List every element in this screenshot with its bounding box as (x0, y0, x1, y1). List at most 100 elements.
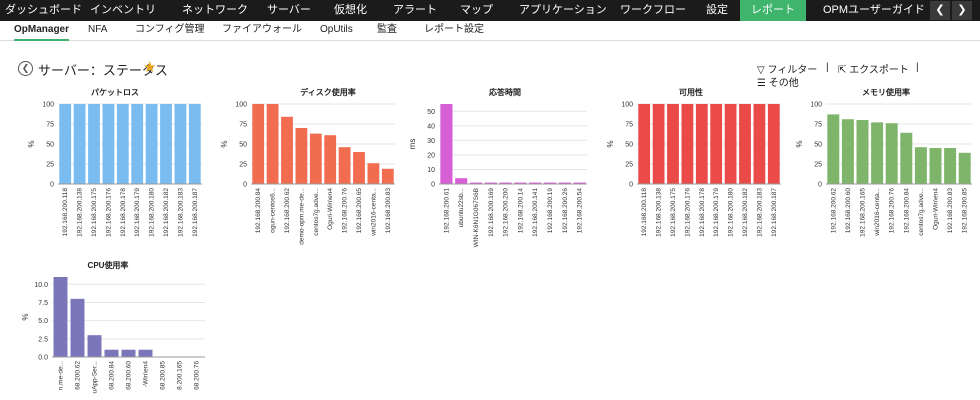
chart-y-tick-label: 75 (625, 122, 633, 129)
chart-x-tick-label: ubuntu22sb... (458, 188, 465, 228)
nav-applications[interactable]: アプリケーション (519, 4, 607, 16)
nav-reports[interactable]: レポート (740, 0, 806, 21)
subtab-report-settings[interactable]: レポート設定 (424, 24, 484, 35)
chart-x-tick-label: 192.168.200.26 (562, 188, 569, 234)
more-label: その他 (768, 78, 799, 89)
chart-y-axis-label: % (21, 313, 30, 320)
back-button[interactable]: ❮ (18, 61, 33, 76)
sub-navigation-bar: OpManager NFA コンフィグ管理 ファイアウォール OpUtils 監… (0, 21, 980, 41)
nav-scroll-right-button[interactable]: ❯ (952, 1, 972, 20)
page-title: サーバー：ステータス (38, 63, 168, 78)
chart-y-tick-label: 100 (810, 102, 822, 109)
nav-opm-user-guide[interactable]: OPMユーザーガイド (823, 4, 925, 16)
chart-x-tick-label: Oguri-Win\en4 (327, 188, 334, 230)
chart-y-tick-label: 0 (431, 182, 435, 189)
nav-alerts[interactable]: アラート (393, 4, 437, 16)
star-icon[interactable]: ★ (143, 59, 157, 76)
chart-y-axis-label: % (795, 140, 804, 147)
chart-x-tick-label: 192.168.200.176 (684, 188, 691, 237)
chart-bar (455, 178, 468, 184)
nav-inventory[interactable]: インベントリ (90, 4, 156, 16)
chart-x-tick-label: Oguri-Win\en4 (933, 188, 940, 230)
chart-x-tick-label: -Win\en4 (143, 361, 150, 387)
chart-y-tick-label: 100 (42, 102, 54, 109)
nav-settings[interactable]: 設定 (706, 4, 728, 16)
chart-bar (900, 132, 913, 184)
chart-x-tick-label: 192.168.200.138 (77, 188, 84, 237)
export-icon: ⇱ (838, 65, 847, 76)
chart-title: 可用性 (679, 87, 703, 97)
chart-x-tick-label: 8.200.165 (177, 361, 184, 390)
chart-bar (871, 122, 884, 184)
chart-bar (88, 104, 100, 184)
chart-x-tick-label: 192.168.200.176 (105, 188, 112, 237)
subtab-firewall[interactable]: ファイアウォール (222, 24, 302, 35)
nav-virtualization[interactable]: 仮想化 (334, 4, 367, 16)
chart-x-tick-label: 192.168.200.180 (728, 188, 735, 237)
chart-bar (469, 182, 483, 184)
chart-bar (145, 104, 158, 184)
filter-icon: ▽ (757, 65, 765, 76)
chart-x-tick-label: 192.168.200.54 (577, 188, 584, 234)
chart-x-tick-label: WIN-K6N1G067S6B (473, 188, 480, 247)
subtab-audit[interactable]: 監査 (377, 24, 397, 35)
chart-y-axis-label: ms (408, 139, 417, 150)
chart-x-tick-label: 192.168.200.141 (532, 188, 539, 237)
chart-y-tick-label: 25 (625, 162, 633, 169)
chart-x-tick-label: 68.200.84 (109, 361, 116, 390)
chart-y-tick-label: 20 (427, 152, 435, 159)
nav-server[interactable]: サーバー (267, 4, 311, 16)
subtab-nfa[interactable]: NFA (88, 24, 108, 35)
chart-bar (87, 335, 102, 357)
chart-bar (724, 104, 737, 184)
chart-bar (856, 120, 869, 184)
chart-x-tick-label: 192.168.200.65 (356, 188, 363, 234)
chart-x-tick-label: 192.168.200.183 (177, 188, 184, 237)
chart-x-tick-label: 68.200.62 (75, 361, 82, 390)
chart-bar (573, 182, 586, 184)
chart-y-tick-label: 10 (427, 167, 435, 174)
subtab-oputils[interactable]: OpUtils (320, 24, 353, 35)
chart-bar (309, 133, 322, 184)
chart-x-tick-label: centos7g.adve... (918, 188, 925, 236)
chart-bar (638, 104, 651, 184)
chart-x-tick-label: 192.168.200.83 (947, 188, 954, 234)
nav-network[interactable]: ネットワーク (182, 4, 248, 16)
chart-x-tick-label: 192.168.200.175 (91, 188, 98, 237)
export-button[interactable]: ⇱ エクスポート (838, 61, 909, 76)
filter-button[interactable]: ▽ フィルター (757, 61, 817, 76)
chart-bar (885, 123, 898, 184)
more-button[interactable]: ☰ その他 (757, 74, 799, 89)
nav-maps[interactable]: マップ (460, 4, 493, 16)
filter-label: フィルター (767, 65, 818, 76)
nav-workflow[interactable]: ワークフロー (620, 4, 686, 16)
chart-x-tick-label: 192.168.200.19 (547, 188, 554, 234)
chart-bar (499, 182, 512, 184)
chart-x-tick-label: 192.168.200.178 (699, 188, 706, 237)
chart-y-tick-label: 2.5 (38, 336, 48, 343)
chart-y-tick-label: 50 (427, 109, 435, 116)
chart-bar (160, 104, 172, 184)
nav-scroll-left-button[interactable]: ❮ (930, 1, 950, 20)
chart-x-tick-label: 192.168.200.182 (742, 188, 749, 237)
chart-bar (753, 104, 766, 184)
chart-bar (174, 104, 187, 184)
chart-bar (104, 349, 119, 357)
subtab-config-management[interactable]: コンフィグ管理 (135, 24, 205, 35)
chart-x-tick-label: 192.168.200.76 (889, 188, 896, 234)
subtab-opmanager[interactable]: OpManager (14, 21, 70, 41)
chart-x-tick-label: centos7g.adve... (313, 188, 320, 236)
chart-x-tick-label: demo-opm.me-de... (298, 188, 305, 245)
chart-x-tick-label: 68.200.60 (126, 361, 133, 390)
nav-dashboard[interactable]: ダッシュボード (5, 4, 82, 16)
chevron-left-icon: ❮ (935, 4, 945, 16)
chart-y-tick-label: 50 (625, 142, 633, 149)
chart-y-tick-label: 50 (46, 142, 54, 149)
chart-bar (353, 152, 365, 184)
chart-x-tick-label: 192.168.200.182 (163, 188, 170, 237)
chart-x-tick-label: uApp-Ser... (92, 361, 99, 394)
chart-x-tick-label: 192.168.200.187 (192, 188, 199, 237)
chart-x-tick-label: 68.200.85 (160, 361, 167, 390)
chart-title: CPU使用率 (88, 260, 129, 270)
